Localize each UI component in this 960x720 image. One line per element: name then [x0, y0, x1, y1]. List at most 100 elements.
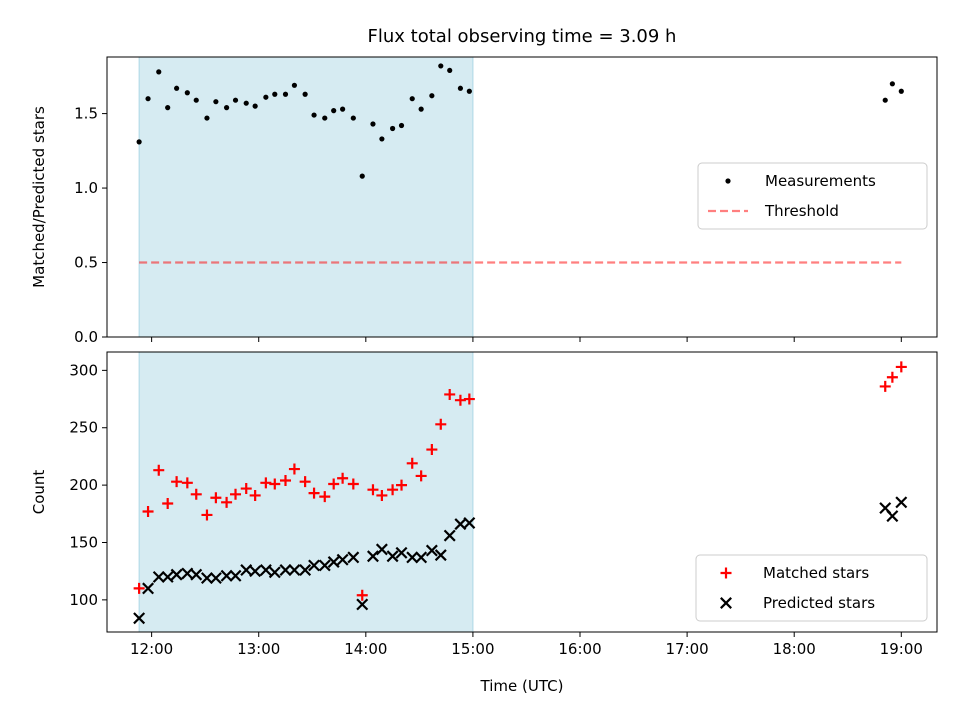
data-point-matched-stars: [288, 463, 300, 475]
y-tick-label: 1.5: [74, 105, 98, 123]
count-panel: 100 150 200 250 300 12:00 13:00 14:00 15:00 16:00…: [30, 351, 938, 695]
data-point-measurements: [311, 112, 317, 118]
data-point-measurements: [243, 100, 249, 106]
legend-label: Predicted stars: [763, 594, 875, 612]
data-point-matched-stars: [171, 476, 183, 488]
data-point-predicted-stars: [406, 551, 419, 564]
data-point-matched-stars: [221, 496, 233, 508]
y-tick-label: 1.0: [74, 179, 98, 197]
data-point-measurements: [302, 91, 308, 97]
data-point-measurements: [418, 106, 424, 112]
data-point-measurements: [466, 88, 472, 94]
data-point-predicted-stars: [268, 566, 281, 579]
y-tick-label: 150: [69, 533, 98, 551]
data-point-predicted-stars: [308, 559, 321, 572]
data-point-matched-stars: [162, 497, 174, 509]
data-point-predicted-stars: [288, 564, 301, 577]
data-point-matched-stars: [319, 491, 331, 503]
x-tick-label: 18:00: [773, 640, 816, 658]
data-point-matched-stars: [240, 483, 252, 495]
data-point-matched-stars: [190, 488, 202, 500]
data-point-predicted-stars: [220, 569, 233, 582]
data-point-matched-stars: [133, 582, 145, 594]
data-point-predicted-stars: [434, 549, 447, 562]
data-point-predicted-stars: [190, 568, 203, 581]
data-point-measurements: [398, 122, 405, 129]
data-point-measurements: [272, 91, 278, 97]
data-point-matched-stars: [367, 484, 379, 496]
x-axis-label: Time (UTC): [480, 677, 564, 695]
legend-label: Matched stars: [763, 564, 869, 582]
data-point-matched-stars: [879, 380, 891, 392]
data-point-measurements: [882, 97, 888, 103]
data-point-matched-stars: [249, 489, 261, 501]
x-tick-label: 15:00: [451, 640, 494, 658]
data-point-predicted-stars: [142, 582, 155, 595]
data-point-measurements: [263, 94, 269, 100]
data-point-predicted-stars: [133, 612, 146, 625]
data-point-predicted-stars: [318, 559, 331, 572]
data-point-measurements: [429, 93, 435, 99]
data-point-matched-stars: [153, 464, 165, 476]
data-point-measurements: [389, 125, 396, 132]
data-point-predicted-stars: [886, 510, 899, 523]
data-point-predicted-stars: [425, 544, 438, 557]
data-point-predicted-stars: [209, 572, 222, 585]
legend-box: [695, 554, 928, 622]
x-tick-label: 17:00: [665, 640, 708, 658]
data-point-matched-stars: [328, 478, 340, 490]
data-point-predicted-stars: [170, 568, 183, 581]
data-point-measurements: [223, 105, 230, 111]
data-point-matched-stars: [426, 444, 438, 456]
ratio-panel: 0.0 0.5 1.0 1.5 Matched/Predicted stars Measu…: [30, 56, 938, 346]
data-point-matched-stars: [308, 487, 320, 499]
data-point-predicted-stars: [249, 565, 262, 578]
data-point-measurements: [165, 105, 171, 111]
y-tick-label: 300: [69, 361, 98, 379]
data-point-predicted-stars: [415, 551, 428, 564]
data-point-matched-stars: [269, 478, 281, 490]
data-point-predicted-stars: [279, 564, 292, 577]
data-point-predicted-stars: [200, 572, 213, 585]
data-point-predicted-stars: [299, 564, 312, 577]
data-point-measurements: [409, 96, 415, 102]
observing-window-shade: [138, 351, 474, 633]
y-tick-label: 200: [69, 476, 98, 494]
data-point-matched-stars: [356, 589, 368, 601]
data-point-predicted-stars: [259, 564, 272, 577]
data-point-measurements: [145, 96, 151, 102]
data-point-measurements: [457, 85, 464, 91]
legend-label: Threshold: [764, 202, 839, 220]
data-point-matched-stars: [396, 479, 408, 491]
data-point-predicted-stars: [347, 551, 360, 564]
x-tick-label: 13:00: [237, 640, 280, 658]
y-tick-label: 0.5: [74, 254, 98, 272]
observing-window-shade: [138, 56, 474, 338]
y-tick-label: 0.0: [74, 328, 98, 346]
data-point-measurements: [340, 106, 346, 112]
data-point-measurements: [213, 99, 219, 105]
data-point-measurements: [156, 69, 162, 75]
data-point-matched-stars: [347, 478, 359, 490]
data-point-measurements: [331, 108, 337, 114]
data-point-measurements: [184, 90, 190, 96]
data-point-measurements: [232, 97, 239, 103]
data-point-predicted-stars: [386, 550, 399, 563]
data-point-measurements: [898, 88, 904, 94]
data-point-predicted-stars: [327, 556, 340, 568]
data-point-matched-stars: [337, 472, 349, 484]
y-tick-label: 250: [69, 419, 98, 437]
data-point-matched-stars: [454, 394, 466, 406]
data-point-matched-stars: [415, 470, 427, 482]
x-tick-label: 12:00: [130, 640, 173, 658]
data-point-measurements: [350, 115, 356, 121]
x-tick-label: 19:00: [880, 640, 923, 658]
data-point-measurements: [136, 139, 142, 145]
data-point-measurements: [291, 82, 298, 88]
y-axis-label: Count: [30, 470, 48, 515]
data-point-measurements: [438, 63, 444, 69]
data-point-measurements: [193, 97, 199, 103]
data-point-matched-stars: [279, 475, 291, 487]
data-point-matched-stars: [299, 476, 311, 488]
